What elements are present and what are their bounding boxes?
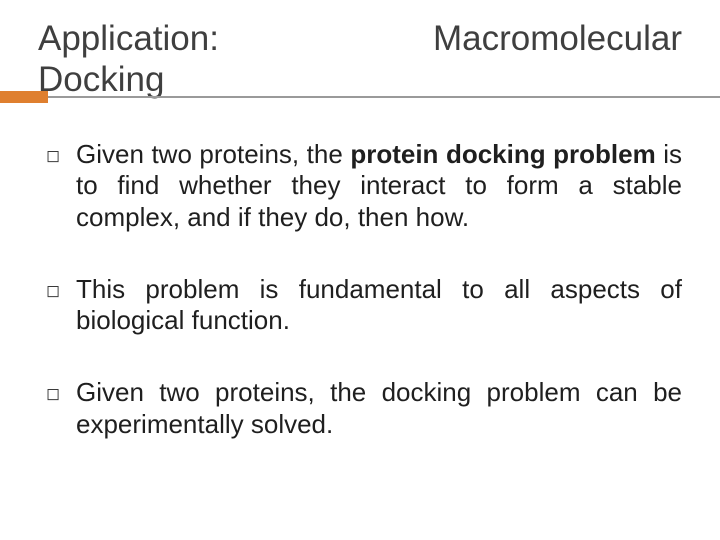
list-item: ◻ Given two proteins, the protein dockin…: [46, 139, 682, 234]
bullet-text: This problem is fundamental to all aspec…: [76, 274, 682, 337]
rule-line: [48, 96, 720, 98]
bullet-marker-icon: ◻: [46, 139, 76, 164]
rule-line-wrap: [48, 91, 720, 103]
title-block: Application: Macromolecular Docking: [38, 18, 682, 101]
bullet-text: Given two proteins, the protein docking …: [76, 139, 682, 234]
slide-title: Application: Macromolecular Docking: [38, 18, 682, 101]
bullet-bold: protein docking problem: [350, 139, 655, 169]
slide-container: Application: Macromolecular Docking ◻ Gi…: [0, 0, 720, 540]
bullet-pre: Given two proteins, the docking problem …: [76, 377, 682, 439]
list-item: ◻ This problem is fundamental to all asp…: [46, 274, 682, 337]
title-line1a: Application:: [38, 18, 219, 59]
bullet-marker-icon: ◻: [46, 377, 76, 402]
accent-bar: [0, 91, 48, 103]
list-item: ◻ Given two proteins, the docking proble…: [46, 377, 682, 440]
bullet-pre: Given two proteins, the: [76, 139, 350, 169]
bullet-text: Given two proteins, the docking problem …: [76, 377, 682, 440]
bullet-pre: This problem is fundamental to all aspec…: [76, 274, 682, 336]
title-line1b: Macromolecular: [433, 18, 682, 59]
bullet-marker-icon: ◻: [46, 274, 76, 299]
title-rule: [0, 91, 720, 103]
content-area: ◻ Given two proteins, the protein dockin…: [38, 113, 682, 441]
